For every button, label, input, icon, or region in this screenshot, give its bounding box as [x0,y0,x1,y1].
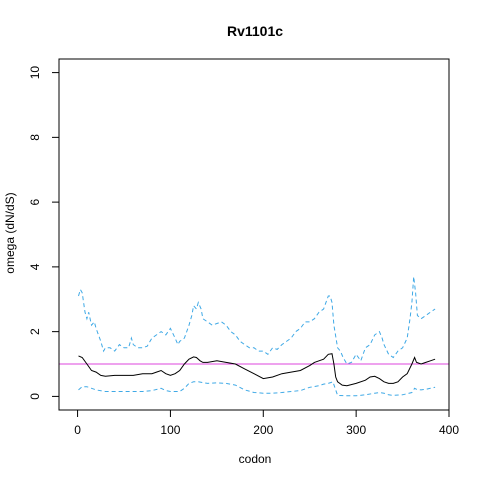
y-tick-label: 10 [28,66,42,80]
y-tick-label: 0 [28,393,42,400]
series-line-estimate [78,353,436,387]
x-tick-label: 100 [160,423,180,437]
y-axis-label: omega (dN/dS) [3,192,17,273]
x-tick-label: 300 [346,423,366,437]
plot-frame [58,58,450,411]
y-tick-label: 4 [28,263,42,270]
series-layer [59,276,449,397]
y-tick-label: 6 [28,198,42,205]
x-tick-label: 0 [74,423,81,437]
y-axis: 0 2 4 6 8 10 [28,66,60,400]
series-line-upper [78,276,436,365]
x-tick-label: 200 [253,423,273,437]
y-tick-label: 2 [28,328,42,335]
x-axis-label: codon [239,452,272,466]
x-tick-label: 400 [439,423,459,437]
chart-title: Rv1101c [227,23,283,39]
y-tick-label: 8 [28,134,42,141]
series-line-lower [78,381,436,397]
x-axis: 0 100 200 300 400 [74,409,459,437]
